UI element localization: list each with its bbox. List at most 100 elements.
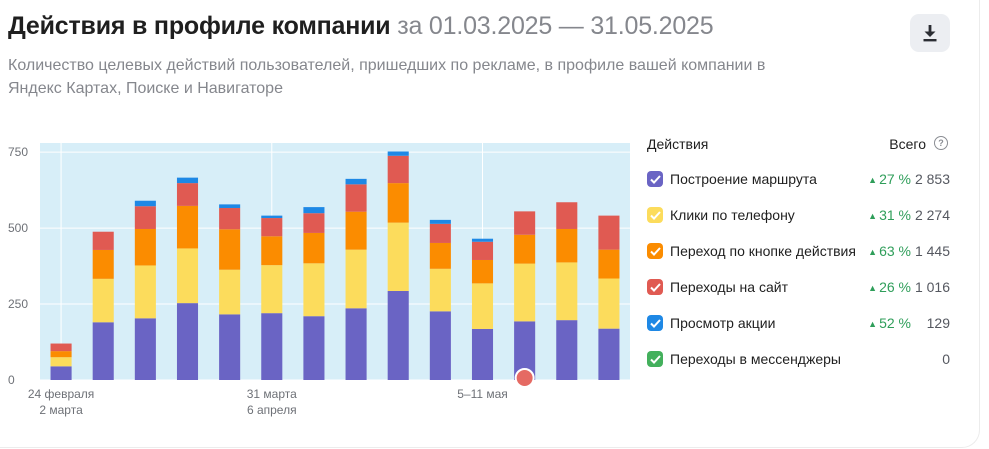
legend-checkbox[interactable] [647,351,663,367]
bar-segment[interactable] [429,242,451,269]
help-icon[interactable]: ? [934,136,948,150]
x-tick-label: 24 февраля [28,387,94,401]
bar-segment[interactable] [429,219,451,224]
legend-item[interactable]: Переходы в мессенджеры 0 [647,346,952,382]
period-text: за 01.03.2025 — 31.05.2025 [397,12,714,40]
legend-total: 1 016 [914,279,950,295]
bar-segment[interactable] [303,213,325,233]
bar-segment[interactable] [598,328,620,380]
bar-segment[interactable] [514,263,536,322]
legend-item[interactable]: Переход по кнопке действия ▲ 63 % 1 445 [647,238,952,274]
bar-segment[interactable] [261,236,283,266]
legend-checkbox[interactable] [647,171,663,187]
legend-checkbox[interactable] [647,243,663,259]
bar-segment[interactable] [598,249,620,279]
bar-segment[interactable] [514,211,536,235]
bar-segment[interactable] [219,269,241,315]
bar-segment[interactable] [556,202,578,229]
bar-segment[interactable] [387,151,409,156]
arrow-up-icon: ▲ [868,283,878,293]
bar-segment[interactable] [50,366,72,380]
bar-segment[interactable] [261,265,283,314]
legend-item[interactable]: Переходы на сайт ▲ 26 % 1 016 [647,274,952,310]
bar-segment[interactable] [387,222,409,291]
bar-segment[interactable] [429,311,451,380]
bar-segment[interactable] [514,321,536,380]
bar-segment[interactable] [471,238,494,242]
legend-item[interactable]: Просмотр акции ▲ 52 % 129 [647,310,952,346]
bar-segment[interactable] [92,231,114,250]
bar-segment[interactable] [261,313,283,380]
legend-change-value: 26 % [879,279,911,295]
legend-change-value: 52 % [879,315,911,331]
bar-segment[interactable] [471,259,494,284]
legend-list: Построение маршрута ▲ 27 % 2 853 Клики по те… [647,166,952,382]
bar-segment[interactable] [556,320,578,380]
bar-segment[interactable] [556,228,578,263]
page-title: Действия в профиле компании за 01.03.202… [8,12,714,41]
bar-segment[interactable] [176,303,199,380]
bar-segment[interactable] [176,205,199,249]
bar-segment[interactable] [303,316,325,380]
bar-segment[interactable] [598,215,620,250]
bar-segment[interactable] [471,283,494,329]
bar-segment[interactable] [429,268,451,312]
bar-segment[interactable] [345,211,367,250]
bar-segment[interactable] [345,178,367,185]
bar-segment[interactable] [219,229,241,270]
bar-segment[interactable] [219,314,241,380]
bar-segment[interactable] [514,234,536,264]
legend-total: 2 853 [914,171,950,187]
bar-segment[interactable] [261,215,283,219]
bar-segment[interactable] [387,183,409,223]
bar-segment[interactable] [50,343,72,352]
bar-segment[interactable] [345,184,367,212]
bar-segment[interactable] [176,183,199,206]
check-icon [649,354,661,364]
legend-change-value: 27 % [879,171,911,187]
bar-segment[interactable] [261,218,283,237]
download-button[interactable] [910,14,950,52]
legend-checkbox[interactable] [647,207,663,223]
bar-segment[interactable] [176,177,199,184]
bar-segment[interactable] [50,351,72,358]
bar-segment[interactable] [387,290,409,380]
arrow-up-icon: ▲ [868,211,878,221]
bar-segment[interactable] [219,204,241,209]
check-icon [649,318,661,328]
legend-total: 0 [942,351,950,367]
legend-checkbox[interactable] [647,279,663,295]
download-icon [923,25,937,42]
legend-label: Переход по кнопке действия [670,243,856,259]
bar-segment[interactable] [345,249,367,309]
legend-label: Построение маршрута [670,171,817,187]
bar-segment[interactable] [219,208,241,230]
bar-segment[interactable] [556,262,578,321]
bar-segment[interactable] [92,278,114,323]
legend-change: ▲ 31 % [868,207,911,225]
legend-item[interactable]: Построение маршрута ▲ 27 % 2 853 [647,166,952,202]
bar-segment[interactable] [345,308,367,380]
x-tick-label: 6 апреля [247,403,297,417]
bar-segment[interactable] [134,318,156,380]
bar-segment[interactable] [134,228,156,266]
bar-segment[interactable] [176,248,199,304]
bar-segment[interactable] [50,357,72,367]
bar-segment[interactable] [134,200,156,207]
highlight-marker-icon[interactable] [514,368,535,388]
bar-segment[interactable] [303,207,325,214]
bar-segment[interactable] [92,322,114,380]
bar-segment[interactable] [471,241,494,260]
bar-segment[interactable] [92,249,114,279]
bar-segment[interactable] [303,232,325,264]
legend-item[interactable]: Клики по телефону ▲ 31 % 2 274 [647,202,952,238]
legend-checkbox[interactable] [647,315,663,331]
bar-segment[interactable] [134,206,156,229]
bar-segment[interactable] [387,155,409,184]
bar-segment[interactable] [429,223,451,243]
bar-segment[interactable] [471,328,494,380]
bar-segment[interactable] [598,278,620,329]
bar-segment[interactable] [134,265,156,319]
bar-segment[interactable] [303,263,325,317]
